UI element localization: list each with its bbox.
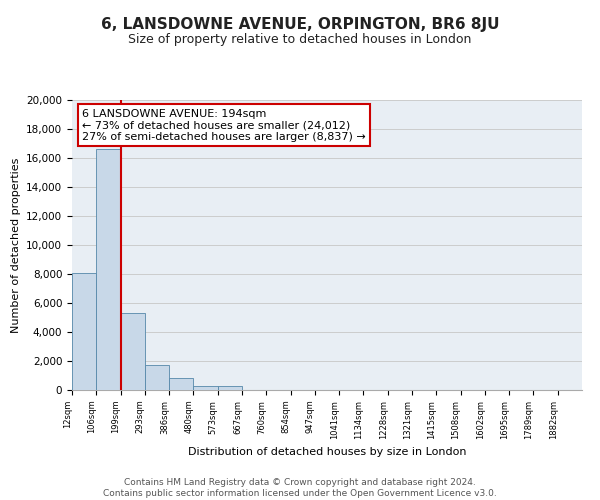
Y-axis label: Number of detached properties: Number of detached properties	[11, 158, 20, 332]
Text: 6 LANSDOWNE AVENUE: 194sqm
← 73% of detached houses are smaller (24,012)
27% of : 6 LANSDOWNE AVENUE: 194sqm ← 73% of deta…	[82, 108, 366, 142]
Text: Contains HM Land Registry data © Crown copyright and database right 2024.
Contai: Contains HM Land Registry data © Crown c…	[103, 478, 497, 498]
Text: Size of property relative to detached houses in London: Size of property relative to detached ho…	[128, 32, 472, 46]
X-axis label: Distribution of detached houses by size in London: Distribution of detached houses by size …	[188, 447, 466, 457]
Bar	[121, 313, 145, 390]
Bar	[218, 386, 242, 390]
Text: 6, LANSDOWNE AVENUE, ORPINGTON, BR6 8JU: 6, LANSDOWNE AVENUE, ORPINGTON, BR6 8JU	[101, 18, 499, 32]
Bar	[193, 386, 218, 390]
Bar	[169, 378, 193, 390]
Bar	[145, 364, 169, 390]
Bar	[96, 150, 121, 390]
Bar	[72, 272, 96, 390]
